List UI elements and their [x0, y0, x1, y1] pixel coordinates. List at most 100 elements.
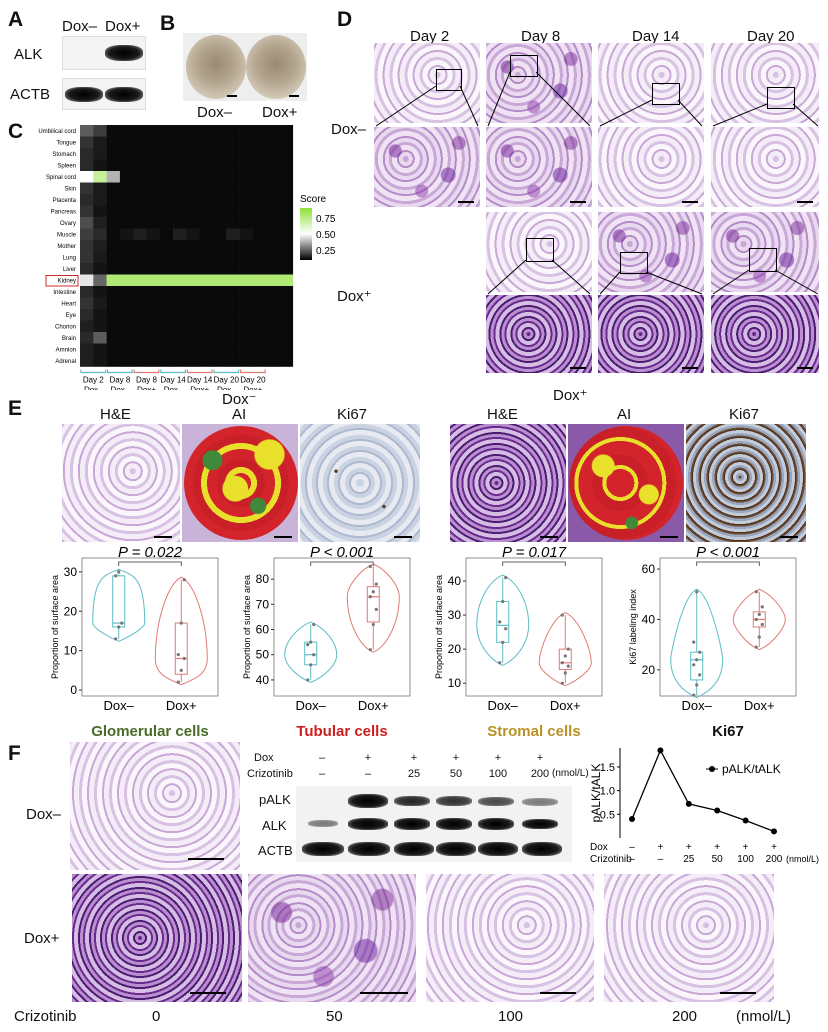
data-point [498, 661, 502, 665]
heatmap-cell [119, 263, 134, 275]
column-group-bracket [133, 369, 160, 374]
plot-frame [273, 557, 411, 697]
blot-criz-value: 200 [530, 768, 550, 780]
data-point [114, 637, 118, 641]
heatmap-cell [159, 228, 174, 241]
heatmap-cell [199, 125, 214, 137]
heatmap-cell [146, 286, 161, 298]
heatmap-cell [106, 263, 121, 275]
heatmap-cell [80, 148, 94, 160]
heatmap-cell [106, 240, 121, 252]
heatmap-cell [106, 297, 121, 310]
heatmap-cell [279, 171, 294, 183]
heatmap-cell [106, 355, 121, 367]
heatmap-cell [213, 263, 227, 275]
column-group-bracket [186, 369, 213, 374]
y-tick-label: 50 [256, 648, 270, 662]
heatmap-cell [173, 355, 187, 367]
heatmap-cell [186, 274, 200, 287]
data-point [368, 648, 372, 652]
scale-bar [289, 95, 299, 97]
blot-criz-label: Crizotinib [247, 768, 293, 780]
heatmap-cell [226, 125, 240, 137]
heatmap-cell [199, 148, 214, 160]
p-value: P = 0.022 [118, 544, 183, 561]
data-point [374, 607, 378, 611]
colorbar-title: Score [300, 194, 327, 205]
heatmap-cell [213, 217, 227, 229]
palk-point [657, 747, 664, 754]
palk-band-4 [436, 796, 472, 806]
heatmap-cell [199, 171, 214, 183]
heatmap-cell [226, 309, 240, 321]
heatmap-cell [80, 240, 94, 252]
heatmap-cell [133, 171, 147, 183]
heatmap-cell [266, 332, 280, 344]
heatmap-cell [226, 182, 240, 195]
heatmap-cell [106, 332, 121, 344]
heatmap-cell [226, 320, 240, 333]
heatmap-row-label: Pancreas [51, 210, 76, 216]
heatmap-row-label: Intestine [53, 290, 76, 296]
heatmap-cell [133, 263, 147, 275]
heatmap-cell [186, 205, 200, 218]
cell-type-title: Ki67 [712, 723, 744, 740]
stain-ki67-plus: Ki67 [729, 406, 760, 423]
heatmap-cell [226, 228, 240, 241]
x-criz-value: – [629, 854, 635, 865]
p-value: P < 0.001 [310, 544, 374, 561]
heatmap-cell [266, 217, 280, 229]
heatmap-cell [213, 240, 227, 252]
heatmap-cell [133, 297, 147, 310]
histology-day2-high [374, 127, 480, 207]
data-point [754, 617, 758, 622]
heatmap-cell [213, 159, 227, 172]
plot-frame [465, 557, 603, 697]
heatmap-cell [119, 274, 134, 287]
heatmap-col-dox: Dox+ [137, 386, 156, 391]
heatmap-cell [213, 136, 227, 149]
heatmap-cell [93, 251, 107, 264]
heatmap-cell [199, 320, 214, 333]
blot-dox-value: – [318, 752, 326, 764]
heatmap-cell [93, 240, 107, 252]
heatmap-cell [93, 159, 107, 172]
y-tick-label: 0.5 [600, 809, 615, 821]
data-point [368, 595, 372, 599]
y-tick-label: 70 [256, 597, 270, 611]
violin-tubular: 40 50 60 70 80 Proportion of surface area P < … [242, 544, 411, 740]
heatmap-cell [80, 355, 94, 367]
x-category-label: Dox+ [166, 698, 197, 713]
heatmap-row-label: Lung [63, 256, 76, 262]
panel-e-group-plus: Dox⁺ [553, 387, 588, 404]
day-14-label: Day 14 [632, 28, 680, 45]
data-point [498, 620, 502, 624]
heatmap-row-label: Brain [62, 336, 76, 342]
histology-day20-high [711, 127, 819, 207]
heatmap-cell [119, 343, 134, 356]
histology-dox-plus-day14-low [598, 212, 704, 292]
heatmap-cell [239, 240, 254, 252]
box [112, 575, 126, 628]
heatmap-cell [199, 332, 214, 344]
blot-criz-unit: (nmol/L) [552, 768, 589, 779]
x-row-label-dox: Dox [590, 842, 608, 853]
heatmap-cell [146, 343, 161, 356]
heatmap-cell [266, 320, 280, 333]
alk-band-5 [478, 818, 514, 830]
heatmap-cell [186, 297, 200, 310]
heatmap-cell [93, 228, 107, 241]
heatmap-cell [133, 228, 147, 241]
heatmap-cell [199, 159, 214, 172]
kidney-highlight-box [45, 275, 79, 287]
heatmap-cell [173, 309, 187, 321]
dose-0: 0 [152, 1008, 161, 1025]
actb-band-2 [105, 87, 143, 102]
heatmap-cell [106, 286, 121, 298]
panel-b-dox-minus: Dox– [197, 104, 233, 121]
heatmap-cell [173, 240, 187, 252]
heatmap-cell [106, 309, 121, 321]
heatmap-cell [119, 182, 134, 195]
f-he-criz-100 [426, 874, 594, 1002]
y-tick-label: 20 [642, 663, 656, 677]
